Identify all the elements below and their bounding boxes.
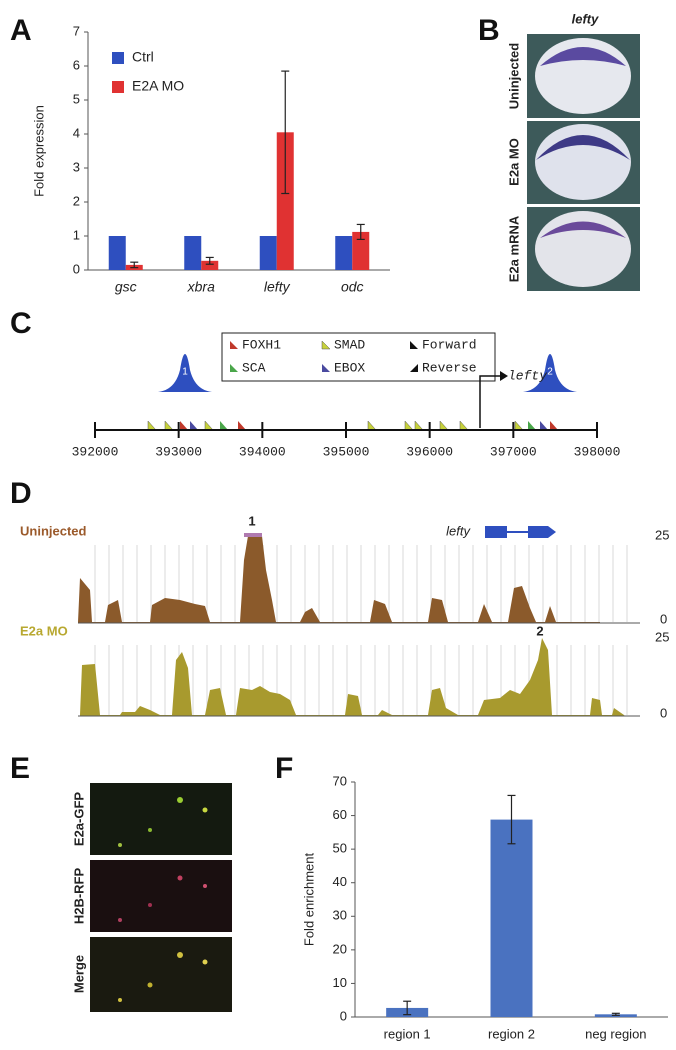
axis-tick-label: 398000 (574, 444, 621, 459)
panel-label: D (10, 477, 32, 510)
axis-tick-label: 396000 (406, 444, 453, 459)
channel-label: Merge (71, 955, 86, 993)
peak-label: 2 (547, 367, 553, 378)
y-tick-label: 40 (333, 874, 347, 889)
x-tick-label: region 2 (488, 1026, 535, 1041)
track-max: 25 (655, 629, 669, 644)
track-signal (80, 638, 625, 716)
track-min: 0 (660, 705, 667, 720)
x-tick-label: xbra (187, 279, 215, 295)
channel-label: H2B-RFP (71, 868, 86, 925)
bar (490, 819, 533, 1017)
peak-label: 1 (248, 513, 255, 528)
y-tick-label: 60 (333, 807, 347, 822)
gene-label: lefty (446, 523, 471, 538)
axis-tick-label: 392000 (72, 444, 119, 459)
y-tick-label: 0 (73, 261, 80, 276)
panel-label: C (10, 307, 32, 340)
motif-legend-label: SMAD (334, 337, 365, 352)
x-tick-label: odc (341, 279, 364, 295)
bar (108, 236, 126, 270)
legend-label: E2A MO (132, 78, 184, 94)
motif-legend-label: FOXH1 (242, 337, 281, 352)
panel-label: A (10, 14, 32, 47)
x-tick-label: gsc (115, 279, 137, 295)
y-axis-label: Fold expression (31, 105, 46, 197)
channel-label: E2a-GFP (71, 792, 86, 847)
gene-arrow (479, 371, 508, 428)
motif-marks (147, 420, 558, 431)
x-tick-label: region 1 (384, 1026, 431, 1041)
bar (201, 260, 219, 270)
error-bar (403, 1000, 412, 1016)
peak-label: 1 (182, 367, 188, 378)
y-tick-label: 7 (73, 23, 80, 38)
track-max: 25 (655, 527, 669, 542)
axis-tick-label: 397000 (490, 444, 537, 459)
error-bar (507, 794, 516, 845)
axis-tick-label: 394000 (239, 444, 286, 459)
in-situ-condition: E2a MO (506, 138, 521, 186)
panel-label: E (10, 752, 30, 785)
axis-tick-label: 395000 (323, 444, 370, 459)
y-tick-label: 50 (333, 841, 347, 856)
gene-label: lefty (508, 368, 548, 383)
motif-legend (221, 332, 496, 382)
y-tick-label: 70 (333, 773, 347, 788)
y-tick-label: 5 (73, 91, 80, 106)
y-tick-label: 3 (73, 159, 80, 174)
y-tick-label: 20 (333, 941, 347, 956)
peak-shape (158, 354, 577, 392)
y-tick-label: 1 (73, 227, 80, 242)
axis-tick-label: 393000 (155, 444, 202, 459)
gene-model (485, 526, 556, 538)
motif-legend-label: Forward (422, 337, 477, 352)
motif-legend-label: Reverse (422, 360, 477, 375)
y-axis-label: Fold enrichment (301, 853, 316, 947)
y-tick-label: 10 (333, 975, 347, 990)
error-bar (281, 70, 290, 195)
x-tick-label: neg region (585, 1026, 646, 1041)
y-tick-label: 30 (333, 908, 347, 923)
panel-label: F (275, 752, 293, 785)
track-signal (78, 536, 600, 623)
x-tick-label: lefty (264, 279, 291, 295)
motif-legend-label: SCA (242, 360, 266, 375)
y-tick-label: 2 (73, 193, 80, 208)
in-situ-images (527, 34, 640, 291)
peak-label: 2 (536, 623, 543, 638)
track-name: Uninjected (20, 523, 87, 538)
y-tick-label: 6 (73, 57, 80, 72)
bar (276, 132, 294, 270)
bar (184, 236, 202, 270)
bar (259, 236, 277, 270)
fluorescence-images (90, 783, 232, 1012)
error-bar (205, 256, 214, 265)
track-cap (244, 533, 262, 537)
error-bar (356, 223, 365, 240)
bar (352, 231, 370, 270)
in-situ-condition: Uninjected (506, 43, 521, 110)
track-name: E2a MO (20, 623, 68, 638)
y-tick-label: 4 (73, 125, 80, 140)
legend-label: Ctrl (132, 49, 154, 65)
motif-legend-label: EBOX (334, 360, 365, 375)
error-bar (130, 261, 139, 269)
panel-label: B (478, 14, 500, 47)
in-situ-condition: E2a mRNA (506, 215, 521, 282)
legend-swatch (112, 52, 124, 64)
bar (335, 236, 353, 270)
legend-swatch (112, 81, 124, 93)
track-min: 0 (660, 611, 667, 626)
in-situ-title: lefty (572, 11, 600, 26)
error-bar (611, 1012, 620, 1016)
y-tick-label: 0 (340, 1008, 347, 1023)
